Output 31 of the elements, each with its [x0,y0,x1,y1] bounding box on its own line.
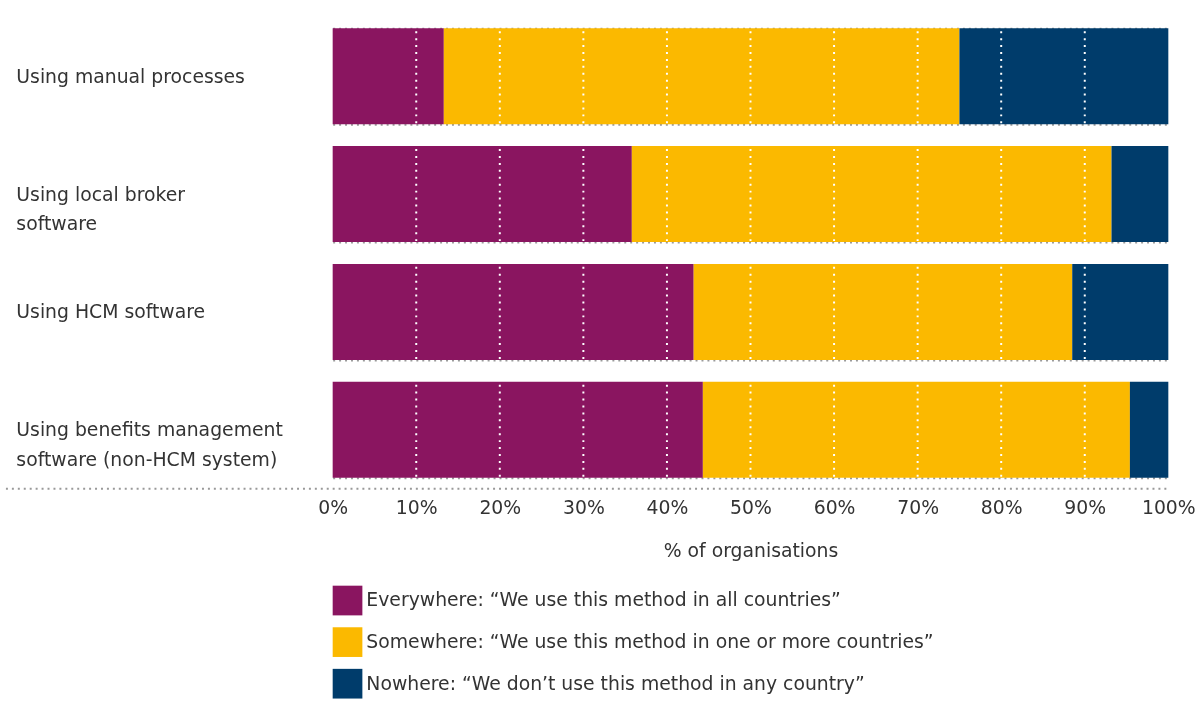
x-tick-label: 40% [646,496,689,518]
x-tick-label: 80% [980,496,1023,518]
y-tick-label: Using benefits management software (non-HCM system) [16,419,283,470]
x-tick-label: 0% [318,496,349,518]
bar [332,263,694,360]
legend-label: Nowhere: “We don’t use this method in any country” [366,672,865,694]
bar [1111,146,1169,243]
bar [443,28,960,125]
bar [332,381,703,478]
legend-label: Somewhere: “We use this method in one or more countries” [366,631,934,653]
bar [693,263,1073,360]
x-tick-label: 100% [1141,496,1196,518]
bar [1129,381,1169,478]
bar [332,146,632,243]
x-tick-label: 70% [897,496,940,518]
y-tick-label: Using manual processes [16,65,245,87]
x-tick-label: 10% [395,496,438,518]
x-tick-label: 60% [813,496,856,518]
bar [702,381,1130,478]
bar [332,28,444,125]
x-tick-label: 30% [562,496,605,518]
y-tick-label: Using HCM software [16,301,206,323]
x-tick-label: 90% [1064,496,1107,518]
x-tick-label: 50% [730,496,772,518]
x-tick-label: 20% [479,496,522,518]
bar [1072,263,1169,360]
y-tick-label: Using local broker software [16,183,186,235]
x-axis-title: % of organisations [663,540,839,562]
legend-label: Everywhere: “We use this method in all countries” [366,589,841,611]
bar [959,28,1169,125]
bar [631,146,1112,243]
